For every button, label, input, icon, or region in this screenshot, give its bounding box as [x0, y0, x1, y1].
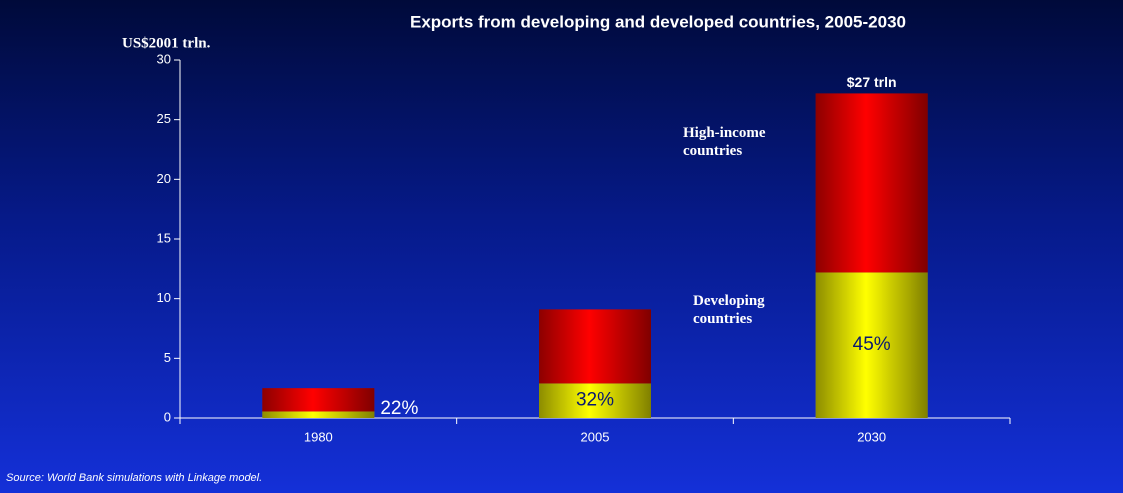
share-label: 22% [380, 398, 418, 419]
series-label: High-income countries [683, 125, 766, 159]
chart-title: Exports from developing and developed co… [410, 12, 906, 31]
y-tick-label: 30 [157, 51, 171, 66]
series-label: Developing countries [693, 293, 765, 327]
share-label: 45% [853, 334, 891, 355]
y-tick-label: 25 [157, 111, 171, 126]
x-tick-label: 2005 [581, 429, 610, 444]
y-tick-label: 20 [157, 171, 171, 186]
y-tick-label: 10 [157, 290, 171, 305]
y-axis-label: US$2001 trln. [122, 35, 211, 51]
y-tick-label: 0 [164, 409, 171, 424]
x-tick-label: 2030 [857, 429, 886, 444]
bar-segment [262, 411, 375, 418]
total-label: $27 trln [847, 74, 897, 90]
bar-segment [262, 388, 375, 412]
share-label: 32% [576, 390, 614, 411]
y-tick-label: 5 [164, 350, 171, 365]
source-note: Source: World Bank simulations with Link… [6, 472, 262, 484]
x-tick-label: 1980 [304, 429, 333, 444]
bar-segment [815, 93, 928, 273]
bar-segment [539, 309, 651, 384]
y-tick-label: 15 [157, 230, 171, 245]
